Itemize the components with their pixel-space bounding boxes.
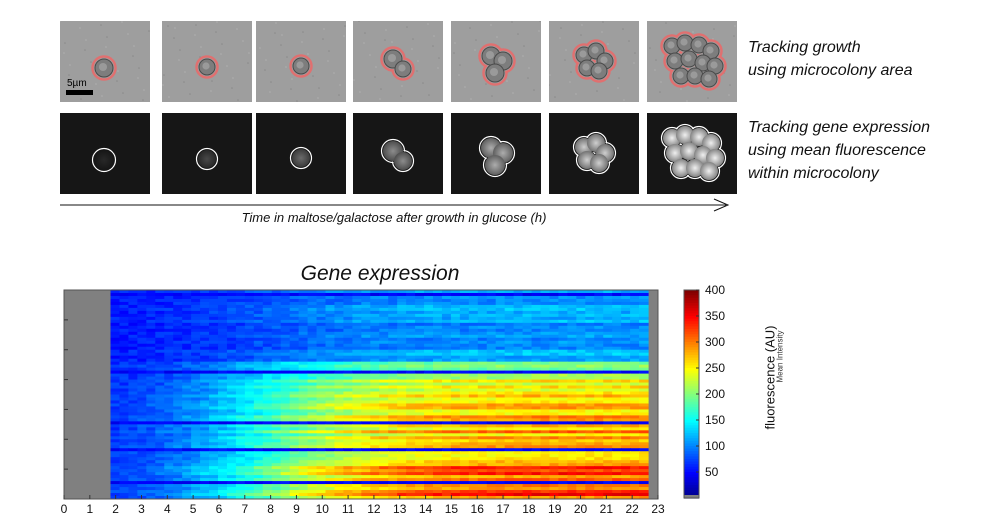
brightfield-frame — [256, 21, 346, 102]
colorbar-tick-label-150: 150 — [705, 413, 725, 427]
x-tick-label-18: 18 — [522, 502, 536, 516]
x-tick-label-21: 21 — [600, 502, 614, 516]
scale-bar — [66, 90, 93, 95]
x-tick-label-12: 12 — [367, 502, 381, 516]
colorbar-label: fluorescence (AU) — [762, 325, 778, 430]
brightfield-frame — [647, 21, 737, 102]
x-tick-label-17: 17 — [496, 502, 510, 516]
fluorescence-frame — [353, 113, 443, 194]
colorbar-tick-label-300: 300 — [705, 335, 725, 349]
fluorescence-frame — [60, 113, 150, 194]
heatmap-cells — [110, 290, 649, 500]
x-tick-label-2: 2 — [112, 502, 119, 516]
colorbar-tick-label-50: 50 — [705, 465, 719, 479]
fluorescence-frame — [256, 113, 346, 194]
x-tick-label-6: 6 — [216, 502, 223, 516]
fluorescence-frame — [451, 113, 541, 194]
scale-bar-label: 5µm — [67, 78, 87, 89]
x-tick-label-16: 16 — [471, 502, 485, 516]
time-axis-label: Time in maltose/galactose after growth i… — [241, 210, 547, 225]
x-tick-label-19: 19 — [548, 502, 562, 516]
brightfield-frame — [162, 21, 252, 102]
x-tick-label-15: 15 — [445, 502, 459, 516]
brightfield-frame — [451, 21, 541, 102]
fluorescence-frame — [549, 113, 639, 194]
caption-growth: Tracking growth using microcolony area — [748, 39, 913, 79]
time-arrow — [60, 198, 730, 212]
x-tick-label-1: 1 — [86, 502, 93, 516]
x-tick-label-10: 10 — [316, 502, 330, 516]
x-tick-label-9: 9 — [293, 502, 300, 516]
x-tick-label-0: 0 — [61, 502, 68, 516]
colorbar-tick-label-350: 350 — [705, 309, 725, 323]
x-tick-label-22: 22 — [625, 502, 639, 516]
chart-title: Gene expression — [300, 262, 460, 285]
brightfield-frame — [353, 21, 443, 102]
x-tick-label-11: 11 — [342, 502, 355, 516]
x-tick-label-20: 20 — [574, 502, 588, 516]
x-tick-label-23: 23 — [651, 502, 665, 516]
x-tick-label-14: 14 — [419, 502, 433, 516]
brightfield-frame — [60, 21, 150, 102]
x-tick-label-4: 4 — [164, 502, 171, 516]
colorbar — [683, 289, 700, 499]
fluorescence-frame — [647, 113, 737, 194]
fluorescence-frame — [162, 113, 252, 194]
colorbar-tick-label-250: 250 — [705, 361, 725, 375]
brightfield-frame — [549, 21, 639, 102]
x-tick-label-5: 5 — [190, 502, 197, 516]
x-tick-label-8: 8 — [267, 502, 274, 516]
colorbar-tick-label-200: 200 — [705, 387, 725, 401]
x-tick-label-3: 3 — [138, 502, 145, 516]
x-tick-label-13: 13 — [393, 502, 407, 516]
plot-frame — [63, 289, 659, 500]
colorbar-tick-label-100: 100 — [705, 439, 725, 453]
x-tick-label-7: 7 — [241, 502, 248, 516]
caption-expression: Tracking gene expression using mean fluo… — [748, 119, 931, 182]
colorbar-tick-label-400: 400 — [705, 283, 725, 297]
